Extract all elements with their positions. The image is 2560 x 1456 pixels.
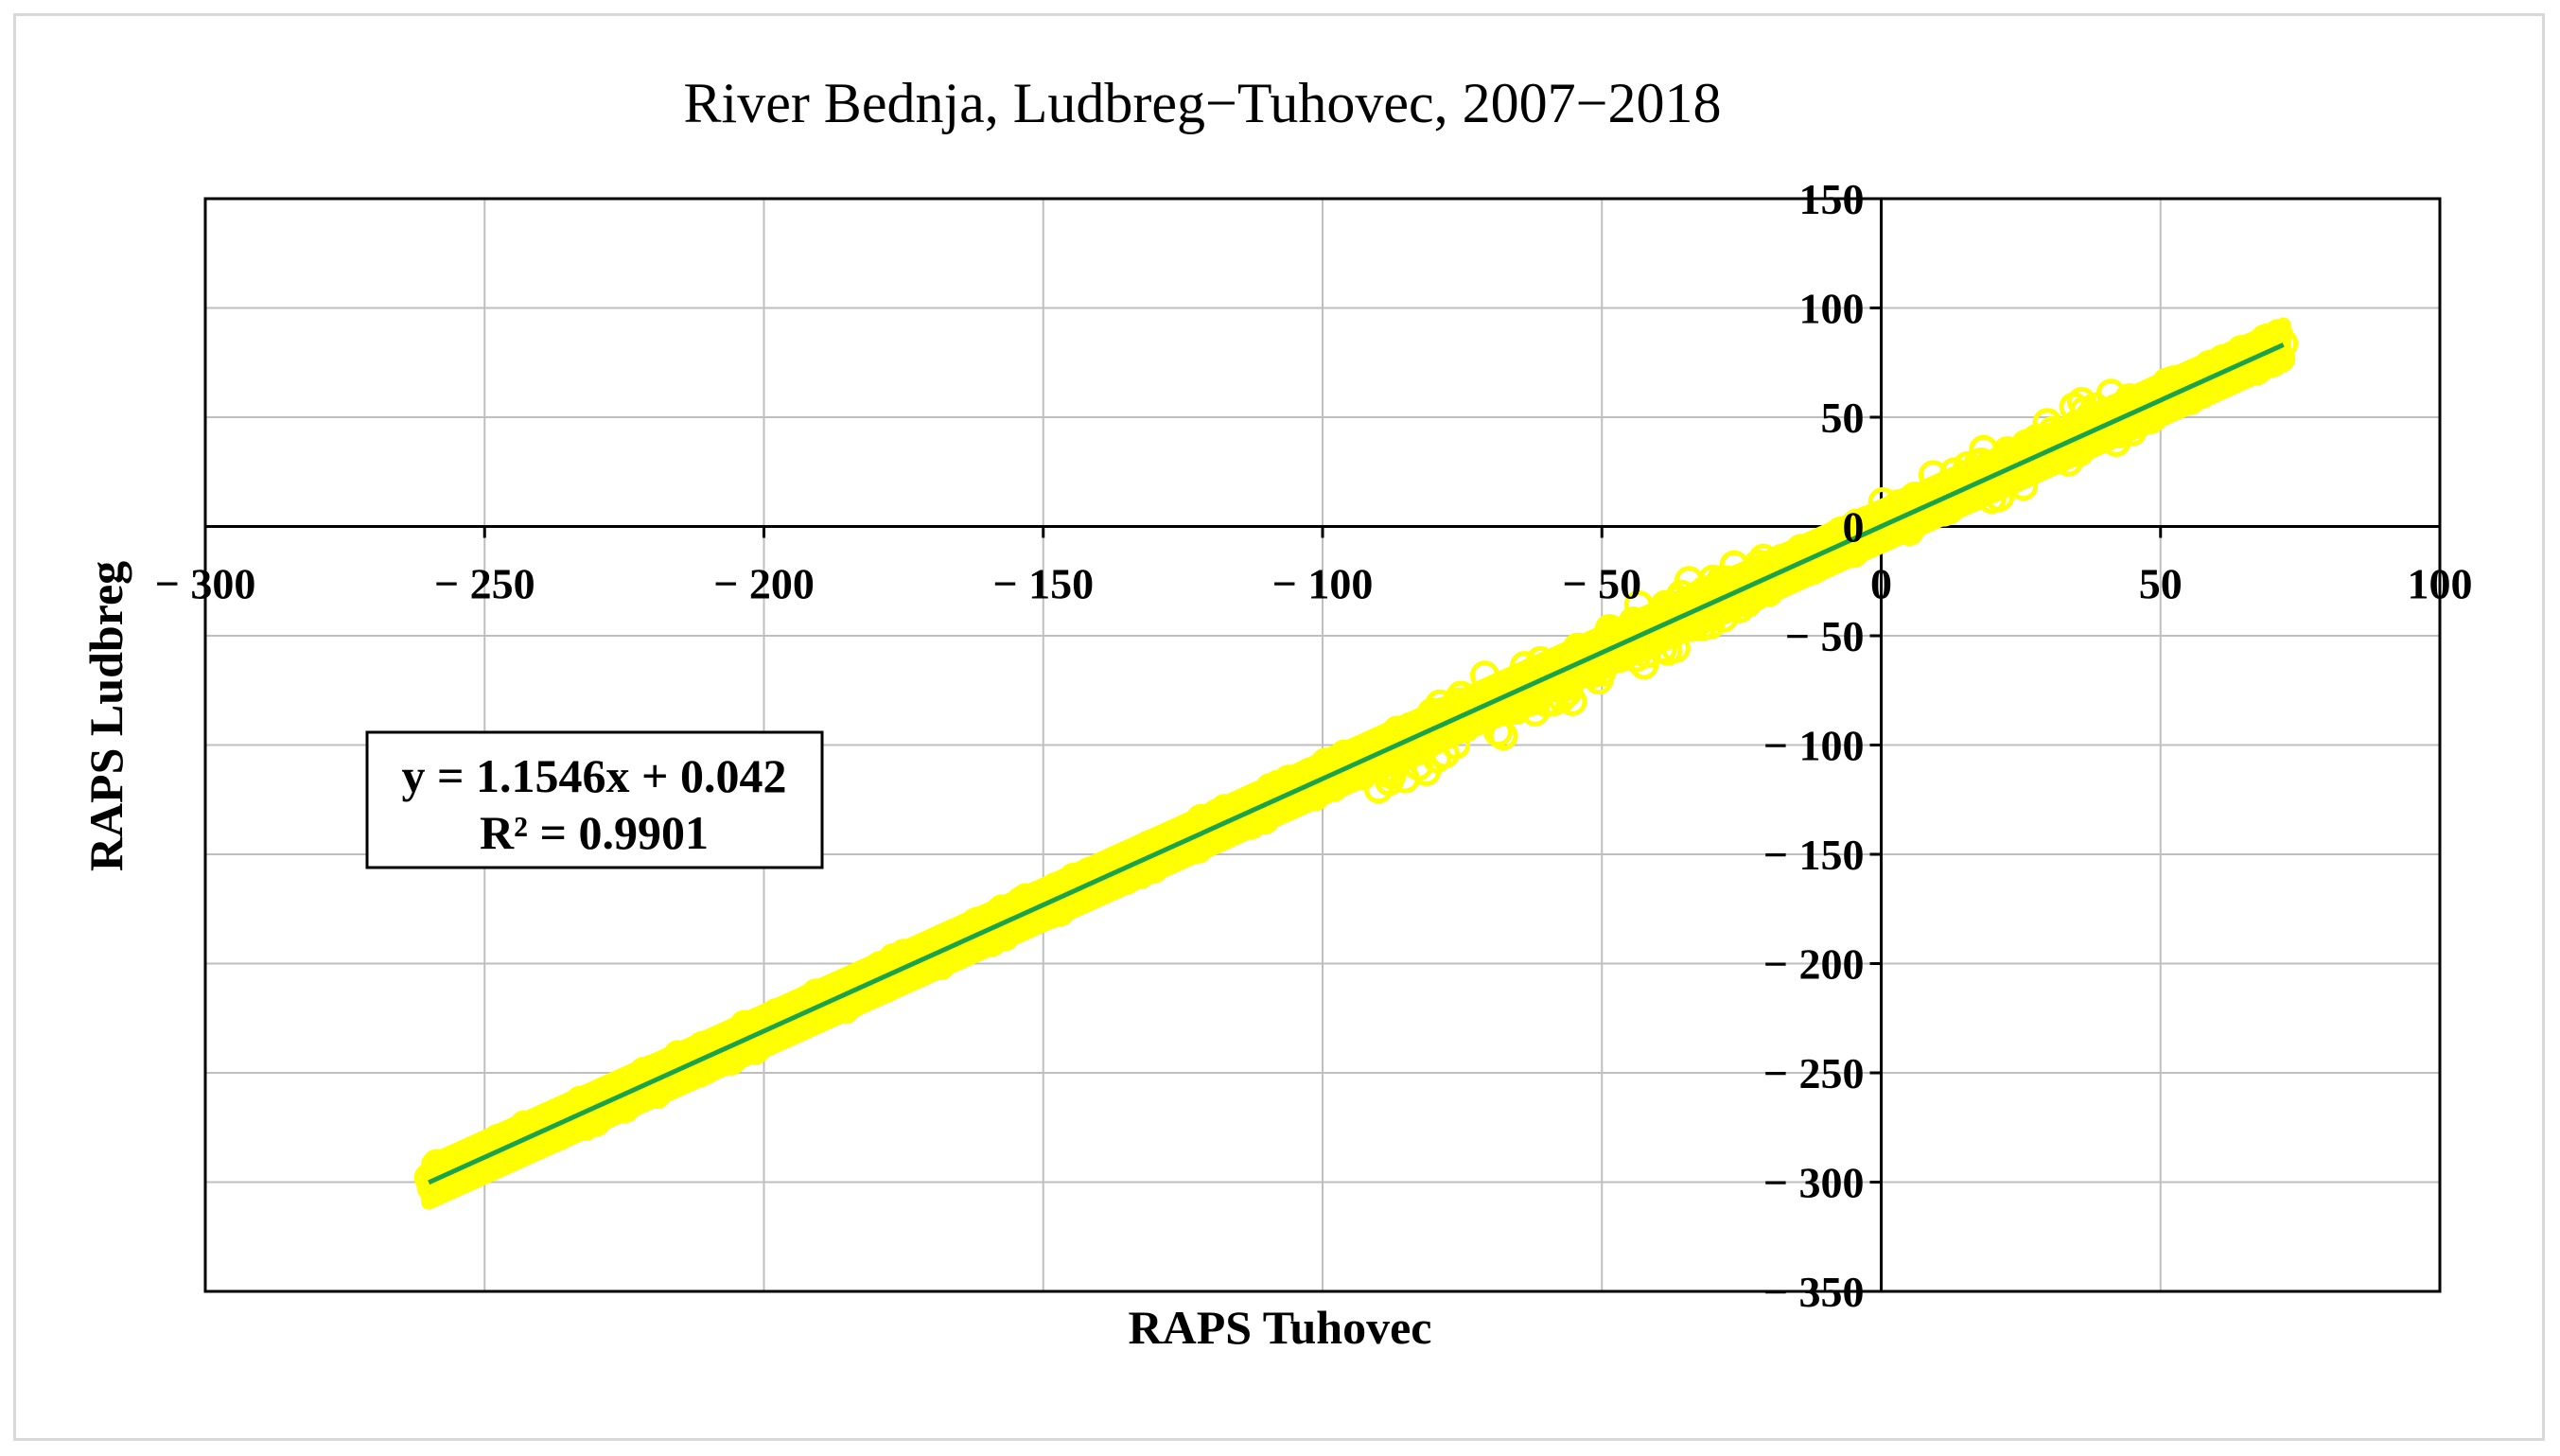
- y-tick-label: 150: [1799, 175, 1865, 223]
- trendline-equation: y = 1.1546x + 0.042: [402, 749, 787, 802]
- tick-labels: − 300− 250− 200− 150− 100− 50 0 50 10015010…: [155, 175, 2473, 1316]
- x-tick-label: 100: [2408, 560, 2473, 608]
- plot-area-border: [203, 197, 2442, 1293]
- y-tick-label: − 300: [1763, 1159, 1865, 1207]
- y-tick-label: 0: [1843, 503, 1865, 552]
- x-tick-label: − 300: [155, 560, 256, 608]
- y-axis-label: RAPS Ludbreg: [79, 561, 132, 871]
- x-tick-label: 0: [1870, 560, 1892, 608]
- equation-box-border: [365, 730, 824, 869]
- y-tick-label: 50: [1821, 394, 1865, 442]
- trendline-equation-box: y = 1.1546x + 0.042 R² = 0.9901: [365, 730, 824, 869]
- r-squared-value: R² = 0.9901: [480, 806, 709, 859]
- x-tick-label: − 250: [434, 560, 535, 608]
- chart-frame: River Bednja, Ludbreg−Tuhovec, 2007−2018…: [13, 13, 2545, 1441]
- y-tick-label: − 150: [1763, 831, 1865, 879]
- x-axis-label: RAPS Tuhovec: [1129, 1301, 1432, 1354]
- y-tick-label: − 250: [1763, 1049, 1865, 1097]
- x-tick-label: − 200: [713, 560, 815, 608]
- y-tick-label: − 200: [1763, 940, 1865, 989]
- chart-title: River Bednja, Ludbreg−Tuhovec, 2007−2018: [684, 72, 1722, 134]
- x-tick-label: − 150: [992, 560, 1094, 608]
- axes: [203, 197, 2442, 1293]
- y-tick-label: − 350: [1763, 1268, 1865, 1316]
- y-tick-label: − 50: [1785, 612, 1865, 660]
- x-tick-label: − 100: [1272, 560, 1374, 608]
- y-tick-label: − 100: [1763, 722, 1865, 770]
- y-tick-label: 100: [1799, 285, 1865, 333]
- scatter-chart: River Bednja, Ludbreg−Tuhovec, 2007−2018…: [79, 72, 2473, 1354]
- x-tick-label: 50: [2139, 560, 2183, 608]
- x-tick-label: − 50: [1562, 560, 1641, 608]
- trendline: [428, 342, 2285, 1185]
- trendline-layer: [428, 342, 2285, 1185]
